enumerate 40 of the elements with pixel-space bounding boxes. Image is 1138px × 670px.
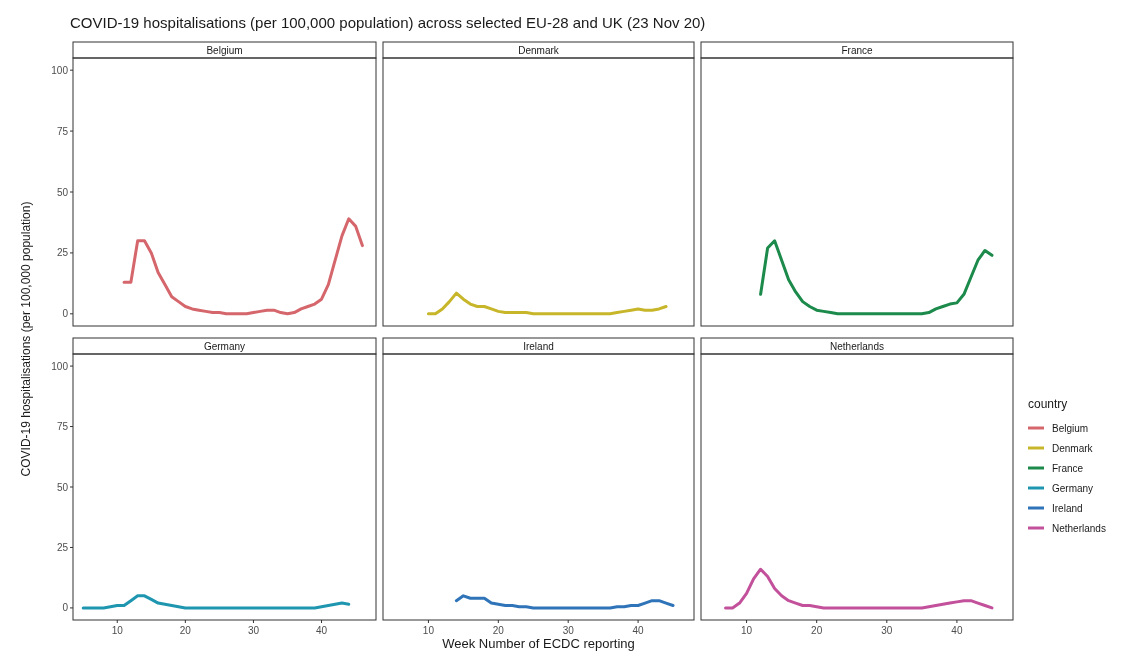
y-tick-label: 100 xyxy=(51,360,69,372)
x-tick-label: 20 xyxy=(492,625,505,636)
y-tick-label: 50 xyxy=(56,186,69,198)
x-tick-label: 40 xyxy=(951,625,963,636)
chart-title: Netherlands xyxy=(830,341,884,352)
x-tick-label: 30 xyxy=(247,625,260,636)
line-series xyxy=(122,217,364,316)
x-tick-label: 10 xyxy=(422,625,435,636)
text: COVID-19 hospitalisations (per 100,000 population) across selected EU-28 and UK (23 Nov 20) xyxy=(70,14,706,31)
chart-title: France xyxy=(841,45,873,56)
legend-label: Denmark xyxy=(1052,442,1094,454)
line-series xyxy=(81,594,351,610)
legend-label: Belgium xyxy=(1052,422,1089,434)
legend-label: Netherlands xyxy=(1052,522,1106,534)
x-tick-label: 10 xyxy=(111,625,124,636)
y-tick-label: 75 xyxy=(56,125,69,137)
y-tick-label: 0 xyxy=(62,602,69,614)
y-tick-label: 25 xyxy=(56,247,69,259)
x-tick-label: 30 xyxy=(562,625,575,636)
chart-title: Germany xyxy=(203,341,246,352)
y-tick-label: 50 xyxy=(56,481,69,493)
x-axis-title: Week Number of ECDC reporting xyxy=(442,636,635,651)
legend-title: country xyxy=(1028,397,1068,411)
x-tick-label: 30 xyxy=(881,625,893,636)
y-tick-label: 25 xyxy=(56,541,69,553)
x-tick-label: 40 xyxy=(632,625,645,636)
x-tick-label: 20 xyxy=(811,625,823,636)
x-tick-label: 20 xyxy=(179,625,192,636)
y-axis-title: COVID-19 hospitalisations (per 100,000 population) xyxy=(19,201,33,477)
chart-title: Belgium xyxy=(206,45,243,56)
y-tick-label: 0 xyxy=(62,308,69,320)
legend-label: Ireland xyxy=(1052,502,1083,514)
x-tick-label: 10 xyxy=(741,625,753,636)
y-tick-label: 75 xyxy=(56,421,69,433)
x-tick-label: 40 xyxy=(315,625,328,636)
chart-title: Ireland xyxy=(523,341,554,352)
chart-title: Denmark xyxy=(518,45,560,56)
y-tick-label: 100 xyxy=(51,64,69,76)
legend-label: Germany xyxy=(1052,482,1094,494)
legend-label: France xyxy=(1052,462,1084,474)
